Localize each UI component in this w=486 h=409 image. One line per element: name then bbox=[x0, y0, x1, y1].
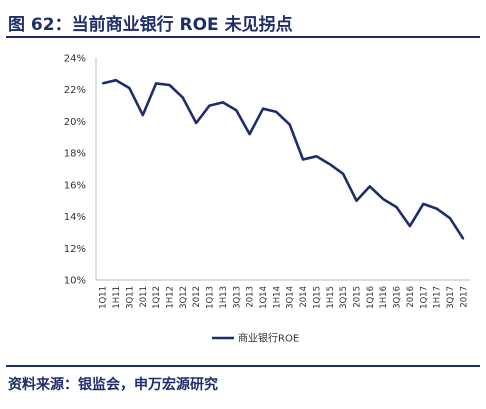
data-point bbox=[395, 206, 398, 208]
x-tick-label: 1Q13 bbox=[206, 286, 216, 309]
data-point bbox=[141, 114, 144, 116]
x-tick-label: 1Q15 bbox=[312, 286, 322, 309]
data-point bbox=[462, 237, 465, 240]
data-point bbox=[382, 198, 384, 200]
x-tick-label: 3Q15 bbox=[339, 286, 349, 309]
x-tick-label: 1H17 bbox=[433, 286, 443, 309]
legend-label: 商业银行ROE bbox=[238, 332, 299, 345]
x-tick-label: 3Q11 bbox=[125, 286, 135, 309]
data-point bbox=[101, 82, 104, 85]
data-point bbox=[409, 225, 411, 227]
title-rule bbox=[6, 36, 480, 38]
data-point bbox=[248, 133, 251, 135]
data-point bbox=[208, 104, 211, 107]
x-tick-label: 2015 bbox=[352, 286, 362, 308]
x-tick-label: 1Q16 bbox=[366, 286, 376, 309]
x-tick-label: 2016 bbox=[406, 286, 416, 308]
x-tick-label: 1H16 bbox=[379, 286, 389, 309]
data-point bbox=[182, 96, 184, 99]
x-tick-label: 1H14 bbox=[272, 286, 282, 309]
data-point bbox=[222, 101, 224, 104]
y-axis-ticks: 24% 22% 20% 18% 16% 14% 12% 10% bbox=[64, 54, 86, 287]
x-tick-label: 2014 bbox=[299, 286, 309, 308]
data-point bbox=[435, 207, 438, 210]
y-tick-label: 22% bbox=[64, 85, 86, 96]
x-tick-label: 3Q17 bbox=[446, 286, 456, 309]
source-note: 资料来源：银监会，申万宏源研究 bbox=[8, 377, 218, 393]
roe-line-chart: 24% 22% 20% 18% 16% 14% 12% 10% 1Q11 1H11 3Q11 201… bbox=[64, 54, 470, 345]
x-tick-label: 1Q14 bbox=[259, 286, 269, 309]
source-rule bbox=[6, 365, 480, 367]
data-point bbox=[369, 185, 371, 188]
x-axis-ticks: 1Q11 1H11 3Q11 2011 1Q12 1H12 3Q12 2012 1Q13 1H13… bbox=[99, 286, 470, 309]
y-tick-label: 16% bbox=[64, 180, 86, 191]
data-point bbox=[115, 79, 117, 81]
y-tick-label: 12% bbox=[64, 244, 86, 255]
data-point bbox=[315, 155, 318, 158]
x-tick-label: 1Q11 bbox=[99, 286, 109, 309]
x-tick-label: 2012 bbox=[192, 286, 202, 308]
data-point bbox=[302, 158, 304, 161]
x-tick-label: 3Q14 bbox=[286, 286, 296, 309]
data-point bbox=[422, 203, 425, 205]
y-tick-label: 18% bbox=[64, 149, 86, 160]
x-tick-label: 1H12 bbox=[165, 286, 175, 309]
y-tick-label: 14% bbox=[64, 212, 86, 223]
legend: 商业银行ROE bbox=[212, 332, 299, 345]
x-tick-label: 1H15 bbox=[326, 286, 336, 309]
x-tick-label: 1H11 bbox=[112, 286, 122, 309]
data-point bbox=[155, 82, 157, 85]
data-point bbox=[328, 163, 331, 166]
y-tick-label: 20% bbox=[64, 117, 86, 128]
x-tick-label: 3Q12 bbox=[179, 286, 189, 309]
figure-title: 图 62：当前商业银行 ROE 未见拐点 bbox=[8, 15, 293, 35]
x-tick-label: 2011 bbox=[139, 286, 149, 308]
data-point bbox=[275, 111, 278, 113]
data-point bbox=[168, 84, 171, 86]
data-point bbox=[342, 172, 344, 175]
data-point bbox=[288, 123, 291, 126]
data-point bbox=[449, 217, 451, 219]
data-point bbox=[235, 109, 238, 112]
x-tick-label: 3Q13 bbox=[232, 286, 242, 309]
data-point bbox=[355, 199, 358, 202]
x-tick-label: 1H13 bbox=[219, 286, 229, 309]
data-point bbox=[128, 87, 131, 89]
series-line bbox=[102, 78, 465, 240]
x-tick-label: 2013 bbox=[246, 286, 256, 308]
x-tick-label: 3Q16 bbox=[393, 286, 403, 309]
x-tick-label: 2017 bbox=[459, 286, 469, 308]
y-tick-label: 24% bbox=[64, 54, 86, 65]
x-tick-label: 1Q17 bbox=[419, 286, 429, 309]
data-point bbox=[262, 107, 264, 110]
series-layer bbox=[101, 78, 465, 240]
y-tick-label: 10% bbox=[64, 276, 86, 287]
data-point bbox=[195, 122, 197, 124]
x-tick-label: 1Q12 bbox=[152, 286, 162, 309]
